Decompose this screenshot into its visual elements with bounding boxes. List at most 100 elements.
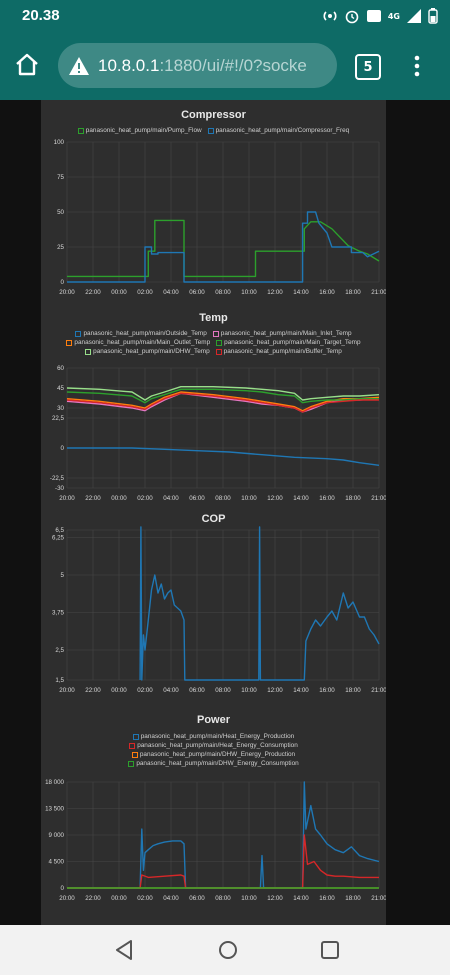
y-tick-label: 60 <box>57 365 64 372</box>
x-tick-label: 20:00 <box>59 289 75 296</box>
series-line-5 <box>66 392 379 413</box>
x-tick-label: 21:00 <box>371 289 386 296</box>
series-line-2 <box>66 391 380 412</box>
x-tick-label: 00:00 <box>111 289 127 296</box>
url-bar[interactable]: 10.8.0.1:1880/ui/#!/0?socke <box>58 43 337 88</box>
cop-card: COP 6,5 6,25 5 3,75 2,5 1,5 20:00 22:00 00:00 02:… <box>41 510 386 700</box>
x-tick-label: 02:00 <box>137 687 153 694</box>
series-line-0 <box>67 447 380 466</box>
x-tick-label: 16:00 <box>319 687 335 694</box>
power-chart[interactable]: 18 000 13 500 9 000 4 500 0 20:00 22:00 00:00 02… <box>41 778 386 904</box>
y-tick-label: 100 <box>54 139 65 146</box>
y-tick-label: 5 <box>61 572 65 579</box>
y-tick-label: 0 <box>61 885 65 892</box>
home-icon[interactable] <box>14 52 40 78</box>
legend-pump-flow[interactable]: panasonic_heat_pump/main/Pump_Flow <box>77 127 202 134</box>
x-tick-label: 06:00 <box>189 289 205 296</box>
x-tick-label: 04:00 <box>163 895 179 902</box>
status-bar: 20.38 4G <box>0 0 450 30</box>
y-tick-label: 45 <box>57 385 64 392</box>
legend-main-outlet-temp[interactable]: panasonic_heat_pump/main/Main_Outlet_Tem… <box>66 339 210 346</box>
x-tick-label: 00:00 <box>111 687 127 694</box>
x-tick-label: 04:00 <box>163 687 179 694</box>
x-tick-label: 02:00 <box>137 895 153 902</box>
x-tick-label: 20:00 <box>59 495 75 502</box>
x-tick-label: 22:00 <box>85 687 101 694</box>
x-tick-label: 18:00 <box>345 495 361 502</box>
compressor-legend: panasonic_heat_pump/main/Pump_Flow panas… <box>41 127 386 136</box>
chart-grid <box>66 781 380 889</box>
legend-swatch <box>129 742 136 749</box>
x-tick-label: 02:00 <box>137 495 153 502</box>
hotspot-icon <box>323 11 337 21</box>
series-line-4 <box>66 386 380 401</box>
url-host: 10.8.0.1 <box>98 55 160 75</box>
dashboard-panel: Compressor panasonic_heat_pump/main/Pump… <box>41 100 386 925</box>
back-icon[interactable] <box>114 939 134 961</box>
x-tick-label: 08:00 <box>215 495 231 502</box>
x-tick-label: 14:00 <box>293 289 309 296</box>
x-tick-label: 21:00 <box>371 687 386 694</box>
legend-swatch <box>77 127 84 134</box>
legend-dhw-temp[interactable]: panasonic_heat_pump/main/DHW_Temp <box>85 348 210 355</box>
legend-main-inlet-temp[interactable]: panasonic_heat_pump/main/Main_Inlet_Temp <box>212 330 352 337</box>
x-tick-label: 04:00 <box>163 289 179 296</box>
x-tick-label: 06:00 <box>189 895 205 902</box>
y-tick-label: 2,5 <box>55 647 64 654</box>
x-tick-label: 06:00 <box>189 687 205 694</box>
legend-swatch <box>75 330 82 337</box>
legend-compressor-freq[interactable]: panasonic_heat_pump/main/Compressor_Freq <box>207 127 349 134</box>
y-tick-label: 13 500 <box>45 806 64 813</box>
system-nav-bar <box>0 925 450 975</box>
x-tick-label: 08:00 <box>215 289 231 296</box>
x-tick-label: 10:00 <box>241 289 257 296</box>
browser-toolbar: 10.8.0.1:1880/ui/#!/0?socke 5 <box>0 30 450 100</box>
legend-heat-energy-production[interactable]: panasonic_heat_pump/main/Heat_Energy_Pro… <box>132 733 294 740</box>
more-menu-icon[interactable] <box>413 54 421 78</box>
y-tick-label: 6,25 <box>52 535 65 542</box>
home-circle-icon[interactable] <box>217 939 239 961</box>
x-tick-label: 14:00 <box>293 687 309 694</box>
power-legend: panasonic_heat_pump/main/Heat_Energy_Pro… <box>41 733 386 769</box>
signal-icon <box>407 9 421 23</box>
x-tick-label: 18:00 <box>345 687 361 694</box>
x-tick-label: 21:00 <box>371 895 386 902</box>
chart-grid <box>66 529 380 681</box>
x-tick-label: 10:00 <box>241 895 257 902</box>
x-tick-label: 12:00 <box>267 495 283 502</box>
x-tick-label: 10:00 <box>241 495 257 502</box>
dashboard-content: Compressor panasonic_heat_pump/main/Pump… <box>0 100 450 925</box>
warning-icon[interactable] <box>68 56 90 76</box>
legend-main-target-temp[interactable]: panasonic_heat_pump/main/Main_Target_Tem… <box>216 339 361 346</box>
alarm-icon <box>345 10 359 24</box>
cop-chart-title: COP <box>201 513 226 525</box>
series-line-3 <box>66 388 379 404</box>
y-tick-label: 50 <box>57 209 64 216</box>
legend-heat-energy-consumption[interactable]: panasonic_heat_pump/main/Heat_Energy_Con… <box>129 742 298 749</box>
legend-outside-temp[interactable]: panasonic_heat_pump/main/Outside_Temp <box>75 330 207 337</box>
chart-grid <box>66 367 380 489</box>
power-card: Power panasonic_heat_pump/main/Heat_Ener… <box>41 712 386 917</box>
x-tick-label: 12:00 <box>267 895 283 902</box>
compressor-chart[interactable]: 100 75 50 25 0 20:00 22:00 00:00 02:00 04:00 06:00… <box>41 138 386 298</box>
legend-swatch <box>66 339 73 346</box>
x-tick-label: 22:00 <box>85 495 101 502</box>
legend-swatch <box>132 733 139 740</box>
x-tick-label: 02:00 <box>137 289 153 296</box>
chart-grid <box>66 141 380 283</box>
legend-buffer-temp[interactable]: panasonic_heat_pump/main/Buffer_Temp <box>215 348 342 355</box>
legend-dhw-energy-consumption[interactable]: panasonic_heat_pump/main/DHW_Energy_Cons… <box>128 760 299 767</box>
legend-dhw-energy-production[interactable]: panasonic_heat_pump/main/DHW_Energy_Prod… <box>131 751 295 758</box>
series-line-0 <box>67 781 380 889</box>
legend-swatch <box>216 339 223 346</box>
recents-icon[interactable] <box>320 939 340 961</box>
status-time: 20.38 <box>22 7 60 24</box>
battery-icon <box>428 8 438 24</box>
temp-chart[interactable]: 60 45 30 22,5 0 -22,5 -30 20:00 22:00 00:00 02:00 0… <box>41 364 386 504</box>
x-tick-label: 00:00 <box>111 495 127 502</box>
cop-chart[interactable]: 6,56,25 5 3,75 2,5 1,5 20:00 22:00 00:00 02:00 04… <box>41 526 386 696</box>
y-tick-label: 0 <box>61 279 65 286</box>
compressor-chart-title: Compressor <box>181 109 246 121</box>
tab-switcher-button[interactable]: 5 <box>355 54 381 80</box>
x-tick-label: 14:00 <box>293 495 309 502</box>
